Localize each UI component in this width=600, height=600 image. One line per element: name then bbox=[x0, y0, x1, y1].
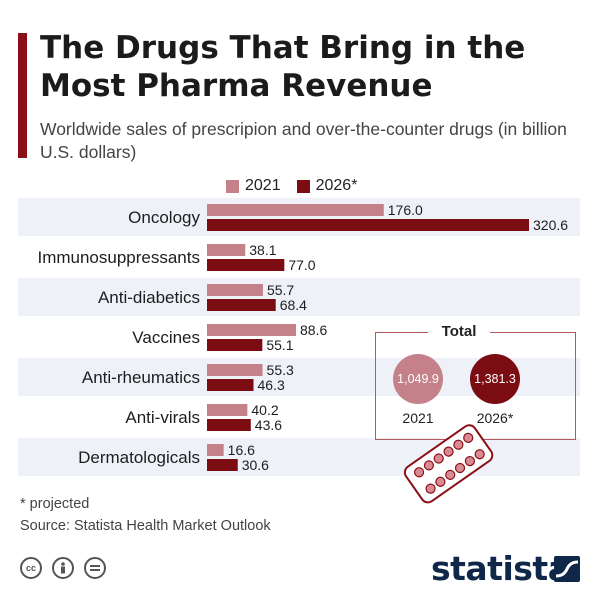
value-label-oncology-2026: 320.6 bbox=[533, 217, 568, 233]
total-2026-circle: 1,381.3 bbox=[470, 354, 520, 404]
legend-item-2021: 2021 bbox=[226, 177, 281, 195]
accent-bar bbox=[18, 33, 27, 158]
row-band-anti-diabetics bbox=[18, 278, 580, 316]
bar-oncology-2026 bbox=[207, 219, 529, 231]
legend: 2021 2026* bbox=[226, 177, 373, 195]
source-note: Source: Statista Health Market Outlook bbox=[20, 518, 271, 534]
license-icons: cc bbox=[20, 557, 116, 579]
value-label-anti-diabetics-2021: 55.7 bbox=[267, 282, 294, 298]
bar-dermatologicals-2021 bbox=[207, 444, 224, 456]
total-2026-value: 1,381.3 bbox=[474, 372, 516, 386]
legend-item-2026: 2026* bbox=[296, 177, 358, 195]
bar-vaccines-2021 bbox=[207, 324, 296, 336]
cc-icon[interactable]: cc bbox=[20, 557, 42, 579]
category-label-anti-virals: Anti-virals bbox=[125, 408, 200, 427]
value-label-vaccines-2026: 55.1 bbox=[266, 337, 293, 353]
value-label-anti-virals-2021: 40.2 bbox=[251, 402, 278, 418]
value-label-anti-diabetics-2026: 68.4 bbox=[280, 297, 307, 313]
pill-pack-icon bbox=[403, 424, 494, 504]
bar-anti-virals-2026 bbox=[207, 419, 251, 431]
bar-anti-diabetics-2021 bbox=[207, 284, 263, 296]
category-label-immunosuppressants: Immunosuppressants bbox=[37, 248, 200, 267]
bar-anti-diabetics-2026 bbox=[207, 299, 276, 311]
footnote: * projected bbox=[20, 496, 90, 512]
value-label-anti-virals-2026: 43.6 bbox=[255, 417, 282, 433]
category-label-oncology: Oncology bbox=[128, 208, 200, 227]
bar-vaccines-2026 bbox=[207, 339, 263, 351]
totals-label: Total bbox=[428, 322, 490, 342]
brand-mark-icon bbox=[554, 556, 580, 582]
category-label-vaccines: Vaccines bbox=[132, 328, 200, 347]
category-label-anti-rheumatics: Anti-rheumatics bbox=[82, 368, 200, 387]
value-label-immunosuppressants-2026: 77.0 bbox=[288, 257, 315, 273]
total-2021-value: 1,049.9 bbox=[397, 372, 439, 386]
bar-anti-rheumatics-2026 bbox=[207, 379, 254, 391]
no-derivatives-icon[interactable] bbox=[84, 557, 106, 579]
bar-anti-virals-2021 bbox=[207, 404, 248, 416]
attribution-icon[interactable] bbox=[52, 557, 74, 579]
value-label-dermatologicals-2021: 16.6 bbox=[228, 442, 255, 458]
value-label-dermatologicals-2026: 30.6 bbox=[242, 457, 269, 473]
value-label-anti-rheumatics-2021: 55.3 bbox=[267, 362, 294, 378]
bar-oncology-2021 bbox=[207, 204, 384, 216]
brand-logo-text[interactable]: statista bbox=[431, 549, 570, 588]
legend-swatch-2021 bbox=[226, 179, 239, 193]
value-label-anti-rheumatics-2026: 46.3 bbox=[258, 377, 285, 393]
chart-subtitle: Worldwide sales of prescripion and over-… bbox=[40, 119, 567, 162]
category-label-anti-diabetics: Anti-diabetics bbox=[98, 288, 200, 307]
bar-dermatologicals-2026 bbox=[207, 459, 238, 471]
chart-title: The Drugs That Bring in the Most Pharma … bbox=[40, 30, 526, 104]
total-2026-year: 2026* bbox=[476, 410, 514, 426]
legend-label-2026: 2026* bbox=[315, 177, 358, 194]
category-label-dermatologicals: Dermatologicals bbox=[78, 448, 200, 467]
bar-anti-rheumatics-2021 bbox=[207, 364, 263, 376]
legend-swatch-2026 bbox=[296, 179, 310, 193]
value-label-vaccines-2021: 88.6 bbox=[300, 322, 327, 338]
value-label-oncology-2021: 176.0 bbox=[388, 202, 423, 218]
value-label-immunosuppressants-2021: 38.1 bbox=[249, 242, 276, 258]
bar-immunosuppressants-2026 bbox=[207, 259, 285, 271]
total-2021-circle: 1,049.9 bbox=[393, 354, 443, 404]
bar-immunosuppressants-2021 bbox=[207, 244, 246, 256]
total-2021-year: 2021 bbox=[402, 410, 434, 426]
legend-label-2021: 2021 bbox=[245, 177, 281, 194]
